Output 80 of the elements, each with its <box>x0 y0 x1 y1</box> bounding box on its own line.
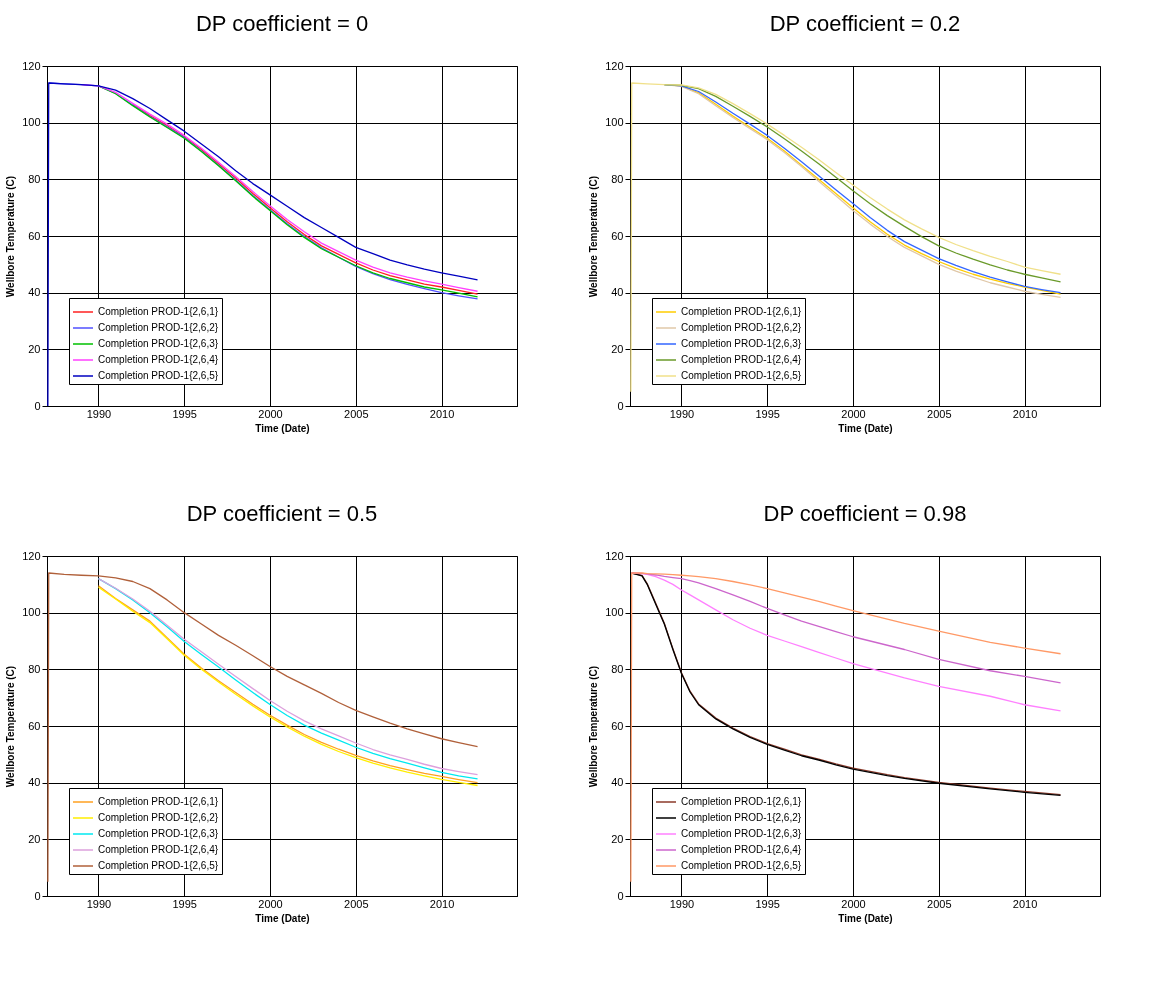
legend-label: Completion PROD-1{2,6,4} <box>681 354 802 365</box>
y-tick-label: 80 <box>611 172 624 185</box>
y-tick-label: 0 <box>34 399 41 412</box>
y-axis-title: Wellbore Temperature (C) <box>5 665 17 788</box>
chart-title: DP coefficient = 0.2 <box>769 11 961 36</box>
legend-label: Completion PROD-1{2,6,4} <box>98 354 219 365</box>
x-tick-label: 2000 <box>258 407 283 420</box>
y-tick-label: 0 <box>34 889 41 902</box>
legend-label: Completion PROD-1{2,6,4} <box>681 844 802 855</box>
x-tick-label: 2005 <box>344 897 369 910</box>
y-tick-label: 60 <box>28 719 41 732</box>
y-tick-label: 60 <box>611 229 624 242</box>
x-axis-title: Time (Date) <box>838 912 893 924</box>
y-tick-label: 40 <box>611 776 624 789</box>
legend-label: Completion PROD-1{2,6,4} <box>98 844 219 855</box>
chart-title: DP coefficient = 0 <box>195 11 369 36</box>
legend-label: Completion PROD-1{2,6,5} <box>681 370 802 381</box>
legend-label: Completion PROD-1{2,6,2} <box>98 322 219 333</box>
legend-label: Completion PROD-1{2,6,3} <box>98 828 219 839</box>
chart-title: DP coefficient = 0.98 <box>763 501 967 526</box>
x-tick-label: 1990 <box>669 407 695 420</box>
y-tick-label: 40 <box>28 776 41 789</box>
y-tick-label: 40 <box>611 286 624 299</box>
x-tick-label: 2005 <box>344 407 369 420</box>
y-tick-label: 100 <box>605 606 624 619</box>
x-tick-label: 1990 <box>86 407 112 420</box>
x-tick-label: 1995 <box>755 407 780 420</box>
chart-title: DP coefficient = 0.5 <box>186 501 378 526</box>
x-tick-label: 1990 <box>669 897 695 910</box>
legend-label: Completion PROD-1{2,6,1} <box>98 796 219 807</box>
y-tick-label: 40 <box>28 286 41 299</box>
x-tick-label: 2005 <box>927 407 952 420</box>
legend-label: Completion PROD-1{2,6,3} <box>681 828 802 839</box>
y-tick-label: 120 <box>605 59 624 72</box>
legend-label: Completion PROD-1{2,6,3} <box>681 338 802 349</box>
x-axis-title: Time (Date) <box>255 422 310 434</box>
y-tick-label: 60 <box>611 719 624 732</box>
x-tick-label: 2000 <box>258 897 283 910</box>
y-axis-title: Wellbore Temperature (C) <box>588 665 600 788</box>
x-tick-label: 1995 <box>755 897 780 910</box>
y-tick-label: 120 <box>22 59 41 72</box>
y-tick-label: 20 <box>28 832 41 845</box>
x-tick-label: 2010 <box>1012 897 1038 910</box>
y-tick-label: 0 <box>617 399 624 412</box>
y-tick-label: 80 <box>28 662 41 675</box>
x-tick-label: 2000 <box>841 407 866 420</box>
x-axis-title: Time (Date) <box>838 422 893 434</box>
y-tick-label: 100 <box>22 606 41 619</box>
y-tick-label: 80 <box>611 662 624 675</box>
x-tick-label: 2000 <box>841 897 866 910</box>
y-tick-label: 20 <box>28 342 41 355</box>
y-tick-label: 100 <box>22 116 41 129</box>
legend-label: Completion PROD-1{2,6,5} <box>98 370 219 381</box>
legend-label: Completion PROD-1{2,6,2} <box>98 812 219 823</box>
y-axis-title: Wellbore Temperature (C) <box>5 175 17 298</box>
y-tick-label: 120 <box>22 549 41 562</box>
legend-label: Completion PROD-1{2,6,1} <box>98 306 219 317</box>
x-axis-title: Time (Date) <box>255 912 310 924</box>
y-tick-label: 120 <box>605 549 624 562</box>
y-tick-label: 100 <box>605 116 624 129</box>
x-tick-label: 1995 <box>172 897 197 910</box>
x-tick-label: 1990 <box>86 897 112 910</box>
x-tick-label: 1995 <box>172 407 197 420</box>
y-tick-label: 20 <box>611 832 624 845</box>
x-tick-label: 2005 <box>927 897 952 910</box>
legend-label: Completion PROD-1{2,6,3} <box>98 338 219 349</box>
legend-label: Completion PROD-1{2,6,2} <box>681 812 802 823</box>
y-axis-title: Wellbore Temperature (C) <box>588 175 600 298</box>
x-tick-label: 2010 <box>429 897 455 910</box>
y-tick-label: 0 <box>617 889 624 902</box>
legend-label: Completion PROD-1{2,6,2} <box>681 322 802 333</box>
y-tick-label: 20 <box>611 342 624 355</box>
y-tick-label: 60 <box>28 229 41 242</box>
legend-label: Completion PROD-1{2,6,5} <box>98 860 219 871</box>
y-tick-label: 80 <box>28 172 41 185</box>
legend-label: Completion PROD-1{2,6,5} <box>681 860 802 871</box>
x-tick-label: 2010 <box>429 407 455 420</box>
legend-label: Completion PROD-1{2,6,1} <box>681 306 802 317</box>
legend-label: Completion PROD-1{2,6,1} <box>681 796 802 807</box>
x-tick-label: 2010 <box>1012 407 1038 420</box>
